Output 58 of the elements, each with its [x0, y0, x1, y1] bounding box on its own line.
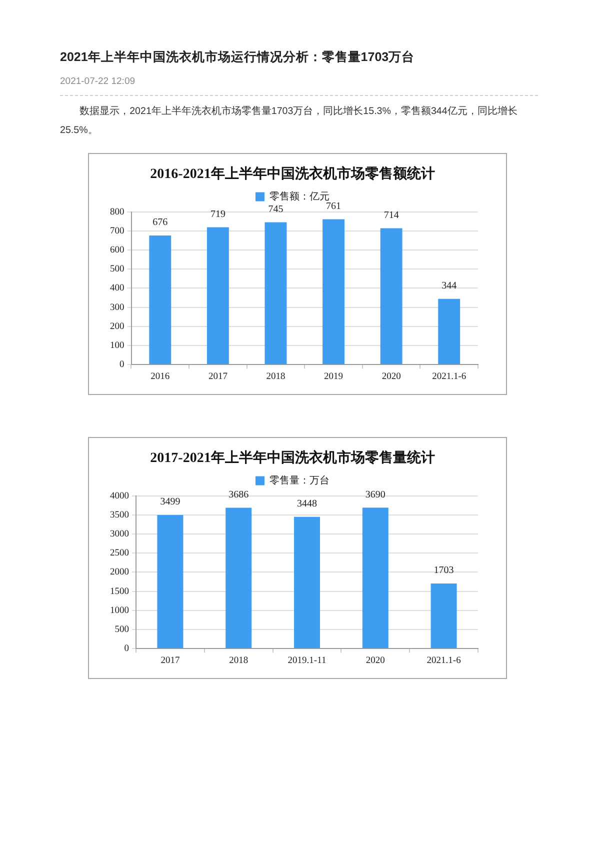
y-tick-label: 1500 — [110, 586, 130, 597]
data-label: 676 — [152, 217, 168, 228]
x-tick-label: 2021.1-6 — [426, 656, 462, 666]
bar — [294, 516, 320, 648]
y-tick-label: 300 — [110, 302, 124, 313]
data-label: 3686 — [228, 489, 249, 500]
x-tick-label: 2019 — [324, 372, 344, 382]
data-label: 3499 — [160, 496, 180, 508]
chart-title: 2017-2021年上半年中国洗衣机市场零售量统计 — [150, 449, 435, 466]
y-tick-label: 500 — [110, 264, 124, 275]
x-tick-label: 2020 — [382, 372, 402, 382]
text: 2021-07-22 12:09 — [60, 76, 538, 96]
data-label: 3690 — [365, 489, 386, 500]
y-tick-label: 0 — [120, 360, 124, 370]
y-tick-label: 700 — [110, 226, 124, 236]
data-label: 3448 — [297, 498, 317, 510]
data-label: 1703 — [434, 565, 454, 576]
y-tick-label: 3500 — [110, 510, 130, 520]
legend-label: 零售额：亿元 — [270, 190, 330, 203]
y-tick-label: 400 — [110, 284, 124, 294]
legend-label: 零售量：万台 — [270, 474, 330, 487]
data-label: 745 — [268, 204, 284, 215]
y-tick-label: 2000 — [110, 568, 130, 578]
y-tick-label: 600 — [110, 246, 124, 256]
data-label: 714 — [384, 210, 399, 221]
x-tick-label: 2017 — [208, 372, 228, 382]
bar — [362, 508, 388, 648]
y-tick-label: 2500 — [110, 548, 130, 559]
bar — [226, 508, 252, 648]
x-tick-label: 2018 — [229, 656, 248, 666]
bar — [438, 298, 460, 364]
chart-title: 2016-2021年上半年中国洗衣机市场零售额统计 — [150, 165, 435, 182]
data-label: 761 — [326, 200, 342, 212]
y-tick-label: 0 — [124, 644, 130, 654]
y-tick-label: 500 — [114, 625, 130, 635]
y-tick-label: 3000 — [110, 530, 130, 540]
data-label: 344 — [442, 280, 457, 292]
text: 2021年上半年中国洗衣机市场运行情况分析：零售量1703万台 — [60, 49, 416, 66]
bar — [157, 514, 184, 648]
bar — [264, 222, 287, 364]
x-tick-label: 2020 — [366, 656, 386, 666]
y-tick-label: 100 — [110, 341, 124, 351]
y-tick-label: 800 — [110, 207, 124, 218]
bar — [206, 227, 229, 364]
y-tick-label: 200 — [110, 322, 124, 332]
x-tick-label: 2019.1-11 — [288, 656, 326, 666]
text: 数据显示，2021年上半年洗衣机市场零售量1703万台，同比增长15.3%，零售额344亿元，同比增长25.5%。 — [60, 104, 518, 138]
bar — [380, 228, 402, 364]
bar — [430, 584, 457, 648]
data-label: 719 — [210, 208, 226, 220]
bar — [322, 219, 344, 364]
y-tick-label: 1000 — [110, 606, 130, 616]
x-tick-label: 2018 — [266, 372, 286, 382]
x-tick-label: 2017 — [160, 656, 180, 666]
bar — [149, 235, 172, 364]
x-tick-label: 2016 — [150, 372, 170, 382]
y-tick-label: 4000 — [110, 491, 130, 502]
x-tick-label: 2021.1-6 — [432, 372, 466, 382]
